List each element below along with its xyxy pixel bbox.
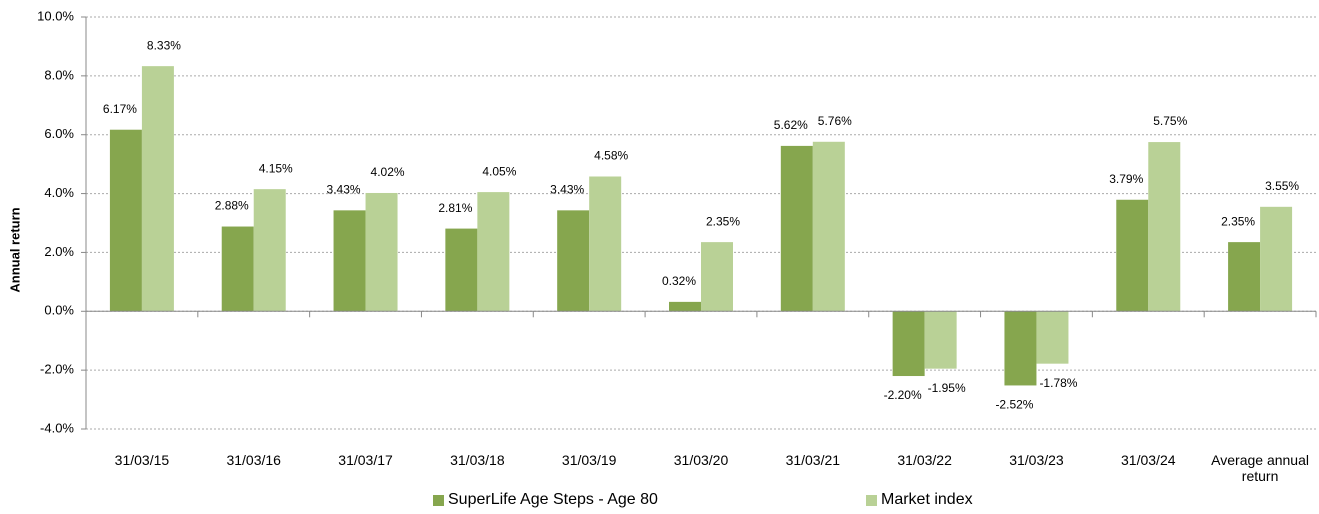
value-label: 4.05% xyxy=(482,164,516,178)
legend-label: Market index xyxy=(881,491,973,508)
x-tick-label: 31/03/18 xyxy=(450,452,505,468)
value-label: 5.76% xyxy=(818,114,852,128)
x-tick-label: 31/03/17 xyxy=(338,452,393,468)
bar xyxy=(445,228,478,312)
bar xyxy=(1116,199,1149,312)
bar xyxy=(924,311,957,369)
bar xyxy=(141,66,174,312)
x-tick-label: 31/03/22 xyxy=(897,452,952,468)
value-label: -2.20% xyxy=(884,388,922,402)
y-tick-label: -2.0% xyxy=(40,362,74,377)
y-tick-label: 2.0% xyxy=(44,244,74,259)
value-label: 6.17% xyxy=(103,102,137,116)
x-tick-label: Average annual return xyxy=(1211,452,1309,484)
value-label: 5.75% xyxy=(1153,114,1187,128)
bar xyxy=(1260,206,1293,312)
value-label: 3.43% xyxy=(327,183,361,197)
value-label: 2.35% xyxy=(1221,214,1255,228)
x-tick-label: 31/03/20 xyxy=(673,452,729,468)
bar xyxy=(780,145,813,312)
value-label: 3.55% xyxy=(1265,179,1299,193)
value-label: -1.95% xyxy=(928,381,966,395)
bar xyxy=(333,210,366,312)
bar xyxy=(109,129,142,312)
x-tick-label: 31/03/16 xyxy=(226,452,281,468)
y-tick-label: 4.0% xyxy=(44,185,74,200)
bar xyxy=(253,189,286,312)
bar xyxy=(365,192,398,312)
y-tick-label: 6.0% xyxy=(44,126,74,141)
bar xyxy=(589,176,622,312)
y-tick-label: 0.0% xyxy=(44,303,74,318)
bar xyxy=(669,301,701,312)
legend-swatch xyxy=(866,495,877,506)
bar xyxy=(812,141,845,312)
value-label: 5.62% xyxy=(774,118,808,132)
value-label: 4.58% xyxy=(594,149,628,163)
value-label: 8.33% xyxy=(147,38,181,52)
value-label: 2.88% xyxy=(215,199,249,213)
bar xyxy=(701,242,733,312)
x-tick-label: 31/03/15 xyxy=(114,452,170,468)
value-label: 3.43% xyxy=(550,183,584,197)
value-label: -1.78% xyxy=(1039,376,1077,390)
legend-swatch xyxy=(433,495,444,506)
value-label: -2.52% xyxy=(995,398,1033,412)
value-label: 4.02% xyxy=(371,165,405,179)
value-label: 3.79% xyxy=(1109,172,1143,186)
value-label: 2.35% xyxy=(706,214,740,228)
bar xyxy=(221,226,254,312)
y-tick-label: 8.0% xyxy=(44,67,74,82)
y-axis-title: Annual return xyxy=(7,207,22,292)
legend-label: SuperLife Age Steps - Age 80 xyxy=(448,491,658,508)
bar xyxy=(1004,311,1037,386)
x-tick-label: 31/03/24 xyxy=(1121,452,1176,468)
bar xyxy=(557,210,590,312)
value-label: 4.15% xyxy=(259,161,293,175)
x-tick-label: 31/03/21 xyxy=(785,452,841,468)
bar xyxy=(1148,142,1181,312)
bar xyxy=(1228,242,1261,312)
bar xyxy=(892,311,925,377)
bar xyxy=(477,192,510,312)
x-tick-label: 31/03/19 xyxy=(561,452,617,468)
bar xyxy=(1036,311,1069,364)
x-tick-label: 31/03/23 xyxy=(1009,452,1064,468)
value-label: 0.32% xyxy=(662,274,696,288)
value-label: 2.81% xyxy=(438,201,472,215)
y-tick-label: -4.0% xyxy=(40,420,74,435)
y-tick-label: 10.0% xyxy=(37,8,74,23)
